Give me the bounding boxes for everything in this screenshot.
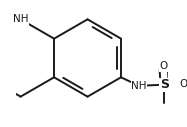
Text: O: O [160,61,168,71]
Text: S: S [160,78,169,91]
Text: NH: NH [131,81,147,91]
Text: NH: NH [13,14,28,24]
Text: O: O [179,80,187,90]
